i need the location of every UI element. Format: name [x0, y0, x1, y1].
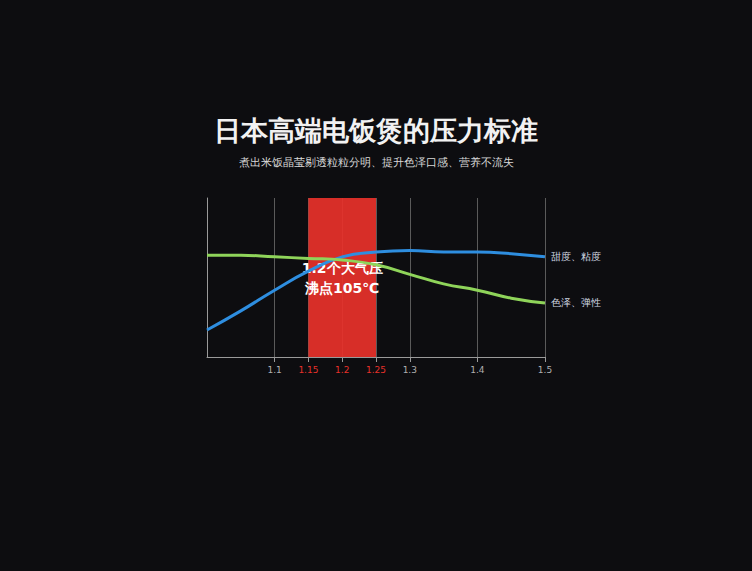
svg-text:色泽、弹性: 色泽、弹性: [551, 297, 601, 308]
svg-text:1.15: 1.15: [298, 365, 318, 375]
svg-text:甜度、粘度: 甜度、粘度: [551, 251, 601, 262]
svg-text:沸点105℃: 沸点105℃: [304, 280, 379, 296]
svg-text:1.2个大气压: 1.2个大气压: [301, 259, 383, 276]
svg-text:1.5: 1.5: [538, 365, 552, 375]
svg-text:1.1: 1.1: [267, 365, 281, 375]
svg-text:煮出米饭晶莹剔透粒粒分明、提升色泽口感、营养不流失: 煮出米饭晶莹剔透粒粒分明、提升色泽口感、营养不流失: [239, 156, 514, 169]
svg-text:1.4: 1.4: [470, 365, 485, 375]
svg-text:1.25: 1.25: [366, 365, 386, 375]
svg-text:日本高端电饭煲的压力标准: 日本高端电饭煲的压力标准: [214, 115, 538, 146]
svg-text:1.3: 1.3: [403, 365, 417, 375]
svg-text:1.2: 1.2: [335, 365, 349, 375]
